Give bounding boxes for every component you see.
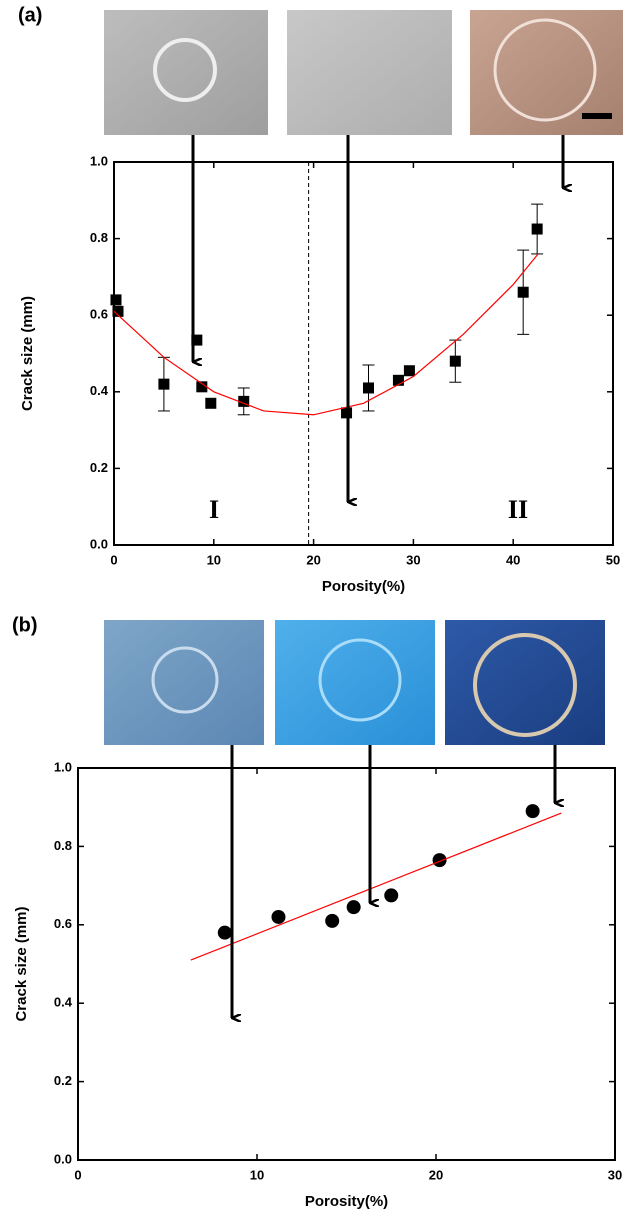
data-point — [191, 334, 203, 346]
panel-label: (a) — [18, 4, 42, 26]
data-point — [158, 378, 170, 390]
x-tick-label: 50 — [606, 552, 620, 567]
data-point — [112, 305, 124, 317]
data-point — [525, 804, 540, 819]
region-label: II — [508, 495, 528, 524]
photo — [104, 10, 268, 135]
y-tick-label: 1.0 — [54, 759, 72, 774]
y-axis-title: Crack size (mm) — [13, 906, 30, 1021]
x-tick-label: 10 — [207, 552, 221, 567]
data-point — [403, 365, 415, 377]
data-point — [346, 900, 361, 915]
x-tick-label: 20 — [306, 552, 320, 567]
photo-detail — [153, 38, 217, 102]
region-label: I — [209, 495, 219, 524]
y-tick-label: 0.8 — [90, 230, 108, 245]
arrows — [191, 135, 563, 1018]
y-tick-label: 0.0 — [90, 536, 108, 551]
data-point — [449, 355, 461, 367]
data-point — [205, 397, 217, 409]
y-tick-label: 0.0 — [54, 1151, 72, 1166]
panel-label: (b) — [12, 614, 38, 636]
x-tick-label: 10 — [250, 1167, 264, 1182]
fit-line — [113, 253, 539, 416]
y-tick-label: 0.2 — [90, 460, 108, 475]
photo-detail — [493, 18, 597, 122]
photo — [104, 620, 264, 745]
x-tick-label: 30 — [406, 552, 420, 567]
photo — [275, 620, 435, 745]
plot-frame — [77, 767, 616, 1161]
data-point — [531, 223, 543, 235]
x-tick-label: 0 — [74, 1167, 81, 1182]
data-point — [432, 853, 447, 868]
x-tick-label: 30 — [608, 1167, 622, 1182]
y-tick-label: 0.8 — [54, 838, 72, 853]
data-point — [217, 925, 232, 940]
data-point — [362, 382, 374, 394]
photo — [287, 10, 452, 135]
x-tick-label: 0 — [110, 552, 117, 567]
data-point — [392, 374, 404, 386]
data-point — [325, 913, 340, 928]
data-point — [271, 909, 286, 924]
x-axis-title: Porosity(%) — [305, 1193, 388, 1210]
data-point — [517, 286, 529, 298]
y-tick-label: 0.6 — [90, 307, 108, 322]
x-axis-title: Porosity(%) — [322, 578, 405, 595]
plot-frame — [113, 161, 614, 546]
y-axis-title: Crack size (mm) — [19, 296, 36, 411]
data-point — [238, 395, 250, 407]
photos — [104, 10, 623, 745]
data-point — [196, 381, 208, 393]
fit-line — [190, 812, 562, 961]
y-tick-label: 0.4 — [54, 995, 73, 1010]
photo — [445, 620, 605, 745]
photo-detail — [151, 646, 219, 714]
scale-bar — [582, 113, 612, 119]
y-tick-label: 0.6 — [54, 916, 72, 931]
data-point — [110, 294, 122, 306]
x-tick-label: 40 — [506, 552, 520, 567]
data-point — [384, 888, 399, 903]
y-tick-label: 0.2 — [54, 1073, 72, 1088]
y-tick-label: 1.0 — [90, 153, 108, 168]
x-tick-label: 20 — [429, 1167, 443, 1182]
photo-detail — [318, 638, 402, 722]
y-tick-label: 0.4 — [90, 383, 109, 398]
plots: (a) 0 10 20 30 40 50 0.0 0.2 0.4 0.6 0.8 1.0 Porosity… — [12, 4, 622, 1210]
photo-detail — [473, 633, 577, 737]
